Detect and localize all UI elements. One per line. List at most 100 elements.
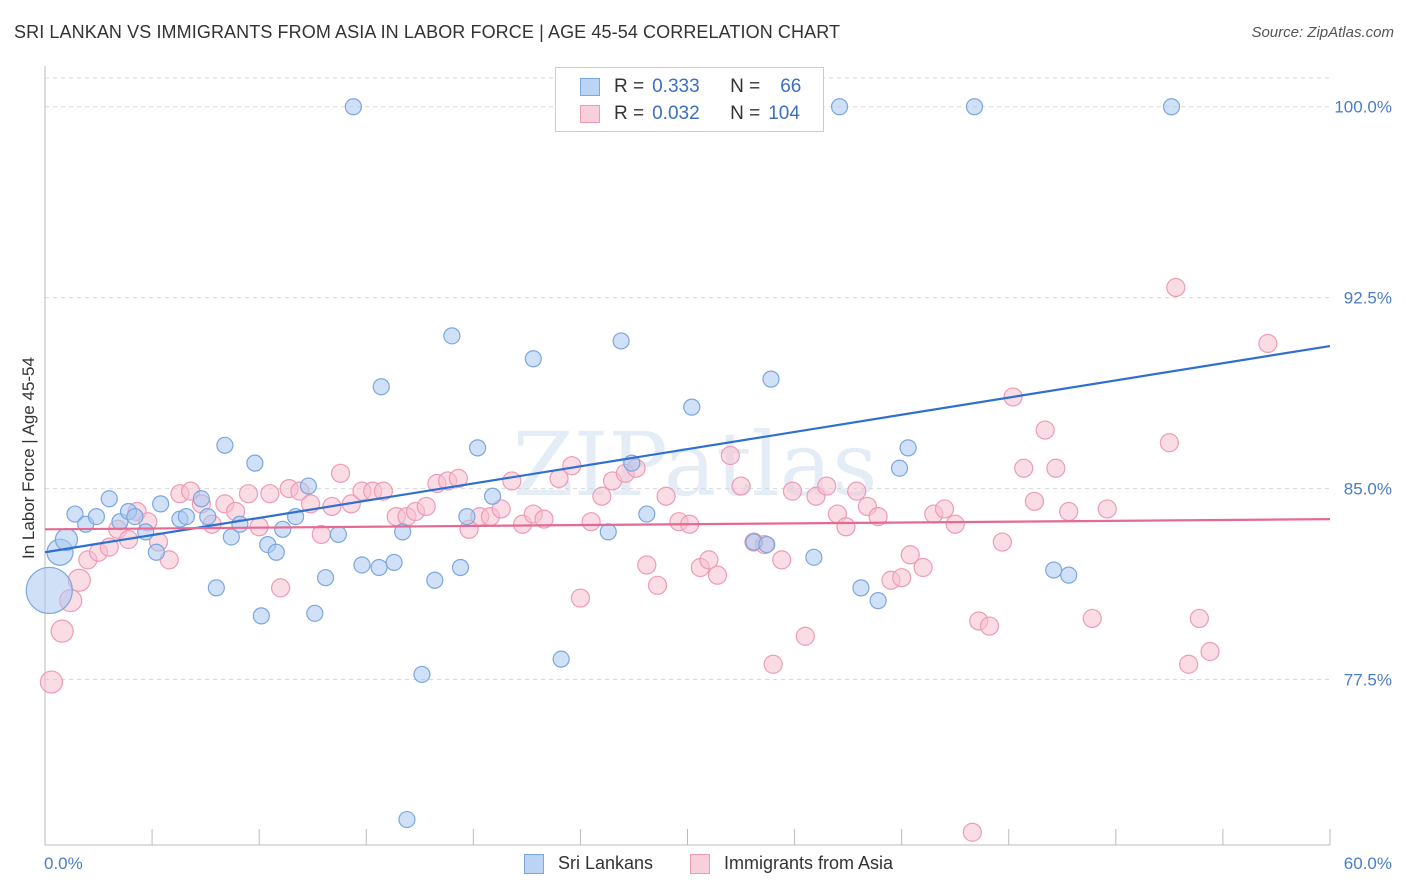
point-sri-lankans: [370, 558, 388, 577]
point-immigrants-from-asia: [330, 463, 351, 483]
point-immigrants-from-asia: [448, 468, 468, 489]
point-sri-lankans: [246, 454, 264, 472]
point-immigrants-from-asia: [1082, 608, 1102, 629]
series-legend: Sri Lankans Immigrants from Asia: [0, 851, 1406, 879]
series-sri-lankans: [25, 98, 1181, 829]
point-sri-lankans: [413, 665, 431, 684]
point-sri-lankans: [890, 459, 909, 477]
point-sri-lankans: [599, 523, 617, 541]
point-sri-lankans: [299, 477, 318, 495]
point-sri-lankans: [329, 525, 348, 544]
point-immigrants-from-asia: [979, 616, 1000, 636]
legend-swatch-blue: [580, 78, 600, 96]
point-immigrants-from-asia: [772, 550, 792, 570]
legend-n-label: N =: [730, 76, 761, 97]
legend-label-sri-lankans: Sri Lankans: [558, 853, 654, 873]
x-tick-labels: 0.0% 60.0%: [44, 854, 1392, 873]
point-immigrants-from-asia: [50, 619, 74, 643]
point-sri-lankans: [451, 558, 470, 577]
point-immigrants-from-asia: [817, 476, 837, 496]
point-sri-lankans: [152, 495, 170, 513]
point-sri-lankans: [443, 327, 461, 345]
point-immigrants-from-asia: [847, 481, 867, 501]
point-sri-lankans: [552, 650, 570, 668]
point-sri-lankans: [66, 505, 84, 523]
point-immigrants-from-asia: [1097, 499, 1117, 519]
x-tick-label: 0.0%: [44, 854, 83, 873]
legend-item-sri-lankans: Sri Lankans: [524, 853, 653, 874]
point-sri-lankans: [1060, 566, 1078, 584]
point-immigrants-from-asia: [900, 545, 920, 565]
point-sri-lankans: [683, 398, 701, 416]
point-sri-lankans: [177, 507, 195, 526]
series-immigrants-from-asia: [39, 277, 1278, 842]
grid-lines: [45, 77, 1330, 681]
point-sri-lankans: [965, 98, 984, 116]
point-sri-lankans: [1162, 98, 1181, 116]
point-sri-lankans: [852, 579, 870, 597]
point-immigrants-from-asia: [782, 481, 803, 501]
point-immigrants-from-asia: [1059, 501, 1079, 522]
point-immigrants-from-asia: [238, 484, 259, 504]
legend-n-label: N =: [730, 103, 761, 124]
point-sri-lankans: [524, 350, 542, 368]
point-sri-lankans: [830, 98, 849, 116]
point-immigrants-from-asia: [795, 626, 815, 646]
legend-swatch-blue: [524, 853, 544, 874]
point-immigrants-from-asia: [534, 509, 554, 529]
point-immigrants-from-asia: [1200, 641, 1220, 662]
point-sri-lankans: [199, 507, 217, 526]
point-immigrants-from-asia: [260, 484, 280, 504]
legend-item-immigrants: Immigrants from Asia: [690, 853, 893, 874]
point-sri-lankans: [385, 553, 403, 572]
legend-n-value: 66: [780, 76, 802, 97]
point-sri-lankans: [1045, 561, 1063, 579]
point-sri-lankans: [267, 543, 285, 561]
legend-n-value: 104: [768, 103, 800, 124]
point-immigrants-from-asia: [1189, 608, 1209, 629]
legend-r-value: 0.032: [652, 103, 700, 124]
point-sri-lankans: [100, 490, 118, 508]
axes: [44, 66, 1331, 846]
point-sri-lankans: [758, 536, 776, 554]
point-sri-lankans: [638, 505, 656, 523]
point-sri-lankans: [458, 507, 476, 526]
point-sri-lankans: [316, 569, 335, 587]
y-tick-label: 77.5%: [1344, 671, 1392, 690]
point-immigrants-from-asia: [1014, 458, 1034, 478]
point-sri-lankans: [25, 566, 73, 615]
point-immigrants-from-asia: [373, 481, 393, 501]
legend-label-immigrants: Immigrants from Asia: [724, 853, 894, 873]
point-sri-lankans: [344, 98, 362, 116]
source-credit: Source: ZipAtlas.com: [1251, 24, 1394, 41]
point-immigrants-from-asia: [570, 588, 591, 608]
point-immigrants-from-asia: [945, 514, 965, 534]
legend-r-label: R =: [614, 103, 645, 124]
point-immigrants-from-asia: [962, 822, 982, 842]
point-sri-lankans: [306, 604, 324, 622]
point-sri-lankans: [87, 507, 106, 526]
point-sri-lankans: [274, 520, 292, 538]
point-sri-lankans: [484, 487, 502, 505]
point-immigrants-from-asia: [1179, 654, 1199, 674]
point-sri-lankans: [192, 490, 210, 508]
point-immigrants-from-asia: [491, 499, 511, 519]
point-sri-lankans: [252, 607, 270, 625]
trend-line-sri-lankans: [44, 344, 1331, 554]
point-sri-lankans: [147, 543, 165, 561]
point-sri-lankans: [372, 378, 390, 396]
point-immigrants-from-asia: [416, 496, 436, 517]
y-tick-label: 100.0%: [1334, 98, 1392, 117]
point-immigrants-from-asia: [699, 550, 719, 570]
legend-swatch-pink: [580, 105, 600, 123]
point-sri-lankans: [222, 528, 240, 546]
point-immigrants-from-asia: [836, 517, 856, 537]
point-immigrants-from-asia: [656, 486, 676, 506]
trend-lines: [44, 344, 1331, 554]
point-immigrants-from-asia: [913, 557, 933, 578]
legend-row-immigrants: R = 0.032 N = 104: [580, 101, 800, 127]
point-immigrants-from-asia: [647, 575, 668, 595]
stats-legend: R = 0.333 N = 66 R = 0.032 N = 104: [555, 67, 824, 132]
point-immigrants-from-asia: [592, 486, 612, 506]
